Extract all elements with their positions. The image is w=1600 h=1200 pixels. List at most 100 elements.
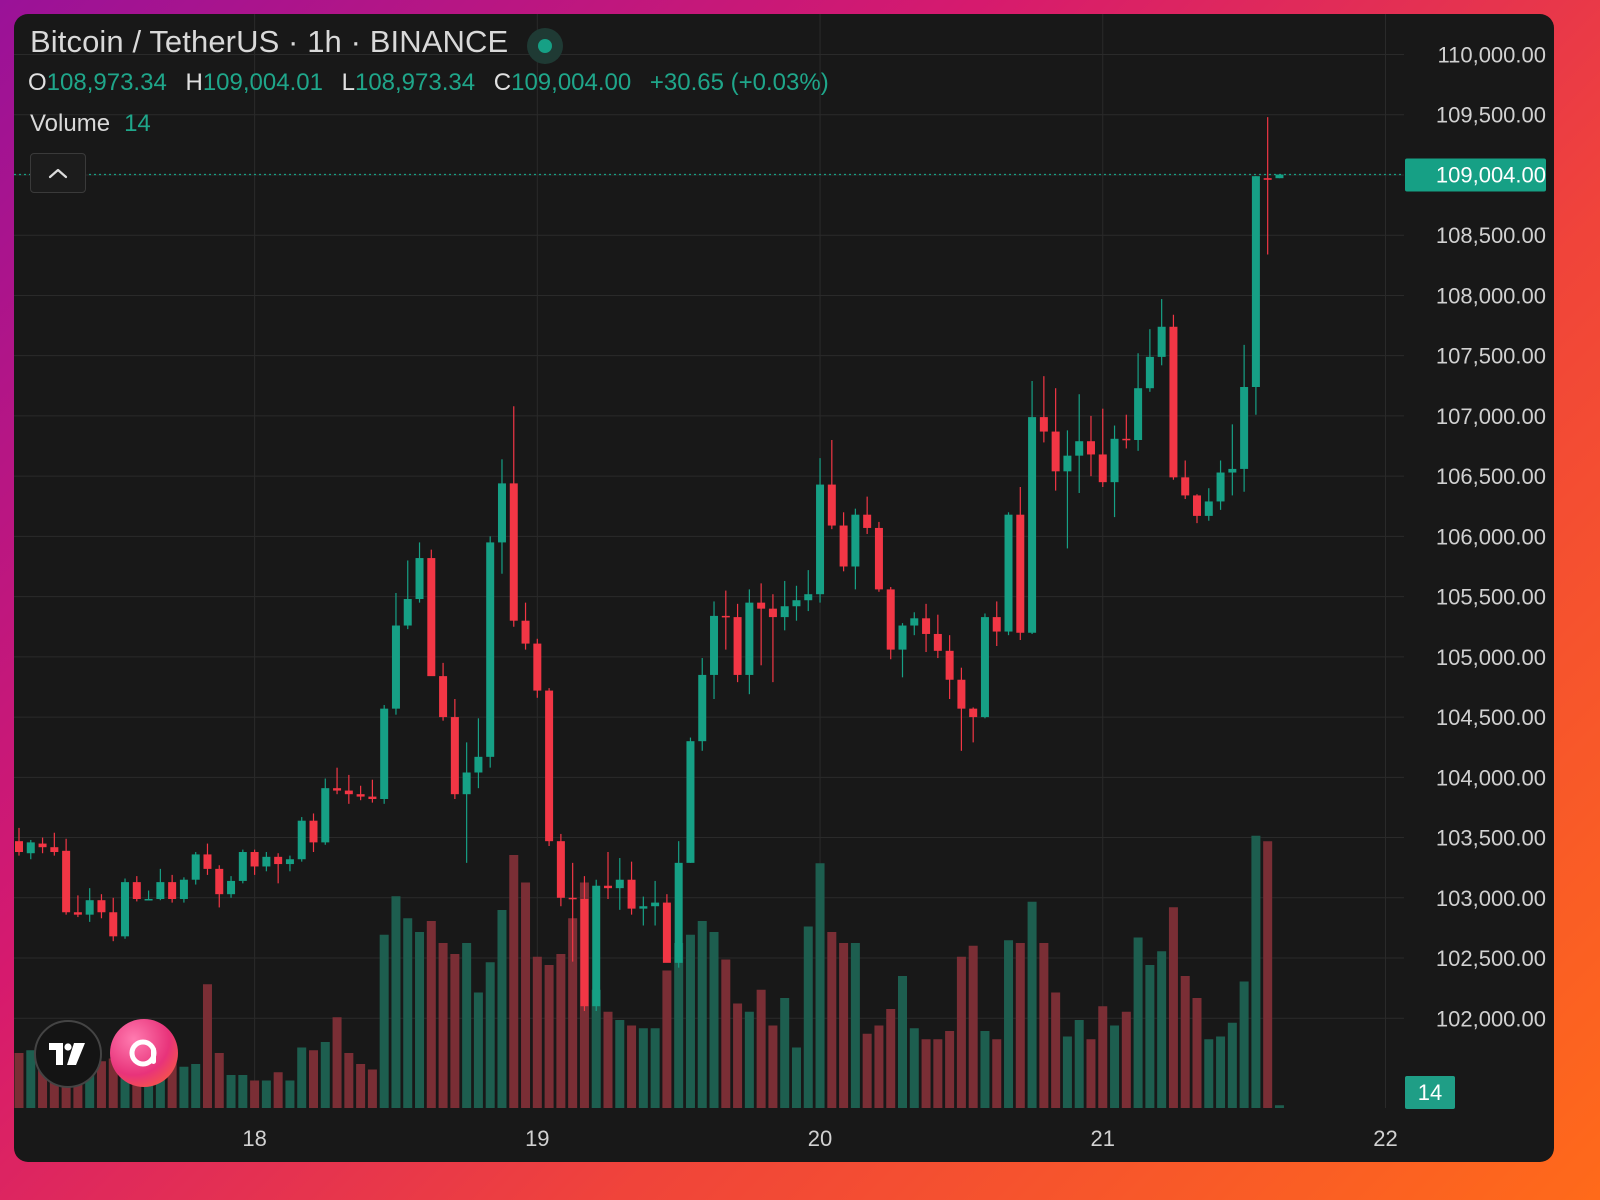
volume-bar (261, 1080, 271, 1108)
last-price-badge-label: 109,004.00 (1436, 162, 1546, 187)
volume-bar (485, 962, 495, 1108)
volume-bar (356, 1064, 366, 1108)
volume-bar (1133, 937, 1143, 1108)
candle-body (1086, 441, 1095, 455)
volume-bar (1062, 1036, 1072, 1108)
volume-bar (921, 1039, 931, 1108)
candle-body (886, 589, 895, 650)
volume-bar (1039, 943, 1049, 1108)
candle-body (1275, 174, 1284, 179)
candle-body (816, 484, 825, 595)
volume-bar (438, 943, 448, 1108)
candle-body (439, 676, 448, 718)
volume-bar (403, 918, 413, 1108)
volume-bar (96, 1061, 106, 1108)
candle-body (97, 900, 106, 913)
candle-body (297, 820, 306, 860)
volume-bar (721, 959, 731, 1108)
candle-body (1228, 468, 1237, 473)
volume-badge (1405, 1076, 1455, 1109)
candle-body (250, 852, 259, 867)
low-value: 108,973.34 (354, 69, 476, 96)
volume-bar (238, 1075, 248, 1108)
volume-bar (992, 1039, 1002, 1108)
candle-body (804, 594, 813, 601)
candle-body (592, 885, 601, 1007)
app-logo-mark (129, 1039, 157, 1067)
candle-body (285, 859, 294, 865)
volume-bar (756, 989, 766, 1108)
candle-body (368, 796, 377, 800)
collapse-legend-button[interactable] (30, 153, 86, 193)
candle-body (521, 620, 530, 644)
chart-frame: 102,000.00 102,500.00 103,000.00 103,500.00… (14, 14, 1554, 1162)
volume-bar (791, 1047, 801, 1108)
volume-bar (1004, 940, 1014, 1108)
volume-bar (415, 932, 425, 1108)
volume-bar (1263, 841, 1273, 1108)
volume-bar (1157, 951, 1167, 1108)
candle-body (933, 633, 942, 651)
candle-body (615, 879, 624, 889)
volume-bar (273, 1072, 283, 1108)
candle-body (356, 794, 365, 797)
candle-body (497, 483, 506, 543)
candle-body (1263, 178, 1272, 180)
volume-bar (1180, 976, 1190, 1108)
candle-body (1169, 326, 1178, 478)
time-axis[interactable]: 18 19 20 21 22 (242, 1126, 1397, 1151)
y-tick-label: 110,000.00 (1438, 43, 1546, 68)
volume-bar (332, 1017, 342, 1108)
market-open-status-icon (527, 28, 563, 64)
app-logo-icon[interactable] (110, 1019, 178, 1087)
y-tick-label: 102,500.00 (1436, 946, 1546, 971)
candle-body (486, 542, 495, 757)
candle-body (1193, 495, 1201, 516)
y-tick-label: 103,000.00 (1436, 886, 1546, 911)
volume-bar (1121, 1011, 1131, 1108)
candle-body (733, 617, 742, 675)
volume-bar (1192, 998, 1202, 1108)
candle-body (604, 885, 612, 889)
volume-bar (1074, 1020, 1084, 1108)
y-tick-label: 108,000.00 (1436, 283, 1546, 308)
candle-body (639, 906, 648, 909)
volume-legend[interactable]: Volume 14 (30, 110, 151, 138)
volume-bar (956, 956, 966, 1108)
close-key: C (493, 69, 512, 96)
candle-body (132, 882, 141, 899)
candle-body (1004, 514, 1013, 632)
volume-bar (1168, 907, 1178, 1108)
ohlc-legend: O108,973.34 H109,004.01 L108,973.34 C109… (28, 69, 841, 97)
candle-body (1016, 514, 1025, 633)
candle-body (1157, 326, 1166, 357)
volume-bar (309, 1050, 318, 1108)
candle-body (1075, 441, 1084, 456)
candle-body (179, 879, 188, 899)
price-axis[interactable]: 102,000.00 102,500.00 103,000.00 103,500.00… (1436, 43, 1546, 1032)
candle-body (1063, 455, 1072, 472)
volume-bar (968, 945, 978, 1108)
candle-body (1181, 477, 1190, 496)
volume-bar (850, 943, 860, 1108)
volume-bar (709, 932, 719, 1108)
volume-bar (685, 934, 695, 1108)
tradingview-logo-icon[interactable] (34, 1020, 102, 1088)
volume-bar (462, 943, 472, 1108)
candle-body (745, 602, 754, 675)
candle-body (922, 618, 931, 634)
candle-body (215, 868, 224, 895)
volume-bar (638, 1028, 648, 1108)
candle-body (1216, 472, 1225, 502)
volume-bar (191, 1064, 201, 1108)
volume-bar (38, 1053, 48, 1108)
candle-body (262, 856, 271, 867)
price-chart[interactable]: 102,000.00 102,500.00 103,000.00 103,500.00… (14, 14, 1554, 1162)
candle-body (144, 898, 153, 901)
volume-bar (1216, 1036, 1226, 1108)
symbol-title[interactable]: Bitcoin / TetherUS · 1h · BINANCE (30, 24, 509, 59)
volume-bar (697, 921, 707, 1108)
y-tick-label: 109,500.00 (1436, 103, 1546, 128)
y-tick-label: 104,500.00 (1436, 705, 1546, 730)
volume-bar (556, 954, 566, 1108)
